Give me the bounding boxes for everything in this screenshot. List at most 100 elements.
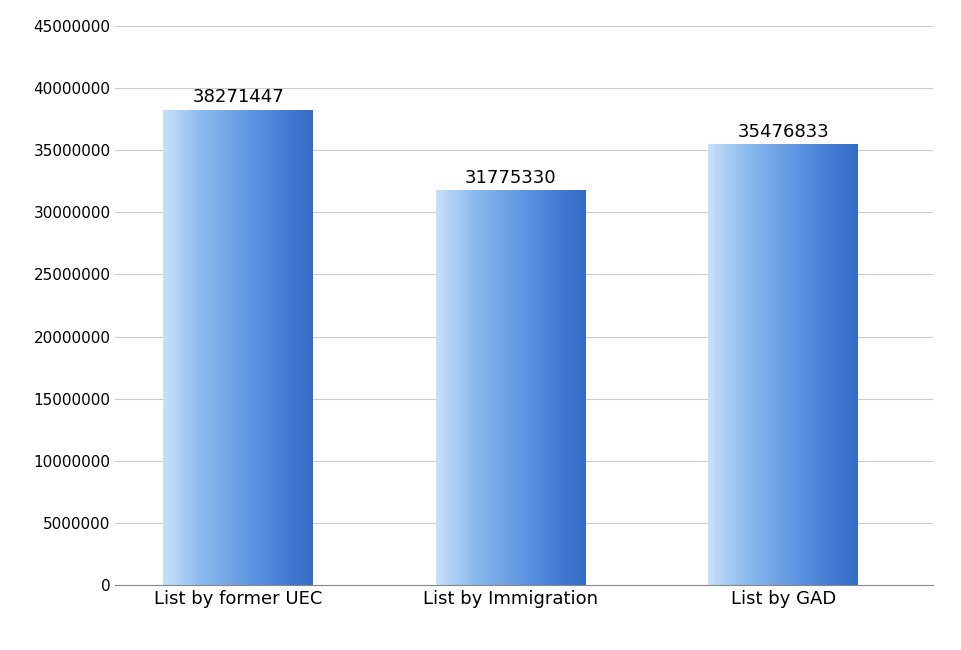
Bar — [578, 190, 579, 585]
Bar — [573, 190, 574, 585]
Bar — [842, 144, 843, 585]
Bar — [553, 190, 554, 585]
Bar — [713, 144, 715, 585]
Bar — [748, 144, 749, 585]
Bar — [549, 190, 550, 585]
Bar — [785, 144, 786, 585]
Bar — [571, 190, 572, 585]
Bar — [478, 190, 479, 585]
Bar — [720, 144, 721, 585]
Bar — [710, 144, 711, 585]
Bar — [812, 144, 813, 585]
Bar — [726, 144, 727, 585]
Bar — [724, 144, 725, 585]
Bar — [279, 110, 280, 585]
Bar — [536, 190, 537, 585]
Bar — [831, 144, 832, 585]
Bar — [306, 110, 307, 585]
Bar — [211, 110, 212, 585]
Bar — [282, 110, 283, 585]
Bar — [821, 144, 822, 585]
Bar — [245, 110, 246, 585]
Bar — [574, 190, 575, 585]
Bar — [190, 110, 191, 585]
Bar — [175, 110, 176, 585]
Bar — [777, 144, 779, 585]
Bar — [513, 190, 514, 585]
Bar — [292, 110, 293, 585]
Bar — [275, 110, 277, 585]
Bar — [277, 110, 278, 585]
Bar — [524, 190, 525, 585]
Bar — [810, 144, 811, 585]
Bar — [242, 110, 243, 585]
Bar — [839, 144, 840, 585]
Bar — [261, 110, 262, 585]
Bar — [206, 110, 207, 585]
Bar — [484, 190, 485, 585]
Bar — [497, 190, 498, 585]
Text: 38271447: 38271447 — [192, 88, 283, 106]
Bar — [813, 144, 814, 585]
Bar — [512, 190, 513, 585]
Bar — [192, 110, 193, 585]
Bar — [511, 190, 512, 585]
Bar — [528, 190, 529, 585]
Bar — [561, 190, 562, 585]
Bar — [170, 110, 171, 585]
Bar — [582, 190, 583, 585]
Bar — [847, 144, 848, 585]
Bar — [238, 110, 239, 585]
Bar — [261, 110, 262, 585]
Bar — [766, 144, 767, 585]
Bar — [569, 190, 570, 585]
Bar — [492, 190, 493, 585]
Bar — [307, 110, 308, 585]
Bar — [564, 190, 565, 585]
Bar — [808, 144, 809, 585]
Bar — [487, 190, 488, 585]
Bar — [462, 190, 463, 585]
Bar — [820, 144, 821, 585]
Bar — [557, 190, 558, 585]
Bar — [197, 110, 198, 585]
Bar — [531, 190, 532, 585]
Bar — [768, 144, 769, 585]
Bar — [576, 190, 577, 585]
Bar — [738, 144, 739, 585]
Bar — [822, 144, 823, 585]
Bar — [708, 144, 709, 585]
Bar — [582, 190, 583, 585]
Bar — [764, 144, 766, 585]
Bar — [730, 144, 731, 585]
Bar — [795, 144, 796, 585]
Bar — [843, 144, 844, 585]
Bar — [839, 144, 840, 585]
Bar — [264, 110, 265, 585]
Bar — [842, 144, 844, 585]
Bar — [442, 190, 443, 585]
Bar — [309, 110, 310, 585]
Bar — [312, 110, 313, 585]
Bar — [217, 110, 218, 585]
Bar — [171, 110, 172, 585]
Bar — [288, 110, 290, 585]
Bar — [473, 190, 474, 585]
Bar — [306, 110, 307, 585]
Bar — [303, 110, 304, 585]
Bar — [308, 110, 309, 585]
Bar — [201, 110, 202, 585]
Bar — [228, 110, 229, 585]
Bar — [579, 190, 580, 585]
Bar — [765, 144, 766, 585]
Bar — [572, 190, 573, 585]
Bar — [722, 144, 723, 585]
Bar — [850, 144, 851, 585]
Bar — [731, 144, 732, 585]
Bar — [188, 110, 189, 585]
Bar — [579, 190, 580, 585]
Bar — [214, 110, 215, 585]
Bar — [505, 190, 506, 585]
Bar — [266, 110, 267, 585]
Bar — [301, 110, 302, 585]
